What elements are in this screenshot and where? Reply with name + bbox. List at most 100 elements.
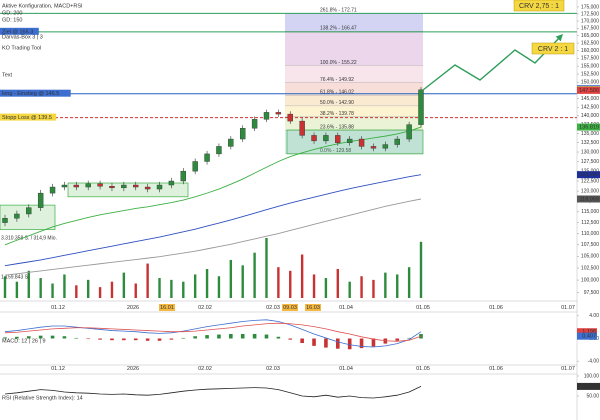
volume-bar [419,241,423,298]
y-tick-label: 50.00 [586,393,599,399]
volume-bar [300,254,304,298]
y-tick-label: 130,000 [581,149,599,155]
x-tick-label: 2026 [127,366,139,372]
y-tick-label: 170,000 [581,18,599,24]
volume-bar [87,279,90,298]
macd-histogram-bar [145,338,150,341]
candle-body [358,138,365,147]
y-tick-label: 110,000 [581,231,599,237]
candle-body [275,112,282,115]
candle-body [335,135,341,143]
x-tick-label: 01.06 [489,305,503,311]
price-tag-label: 124.102 [579,172,599,178]
fib-label: 50.0% - 142.90 [320,100,354,106]
level-label-box [513,0,565,12]
candle-body [121,184,127,189]
level-label: Ziel @ 166.3 [2,29,33,35]
macd-histogram-bar [193,336,197,339]
volume-bar [182,281,185,298]
macd-histogram-bar [181,337,186,339]
candle-body [299,120,305,136]
price-tag [577,86,600,94]
macd-histogram-bar [395,338,400,341]
fib-label: 138.2% - 166.47 [320,26,357,32]
x-tick-label: 09.03 [283,305,297,311]
volume-bar [407,267,411,298]
y-tick-label: 165,000 [581,33,599,39]
volume-bar [63,274,66,298]
y-tick-label: 150,000 [581,79,599,85]
candle-body [346,138,353,143]
volume-bar [205,269,209,298]
price-tag [577,123,600,131]
fib-band [285,65,423,83]
info-text: GD: 200 [2,10,22,16]
axis-area [577,0,600,420]
volume-bar [253,252,256,298]
volume-bar [348,281,351,298]
macd-histogram-bar [264,334,269,339]
macd-histogram-bar [74,337,79,339]
volume-bar [277,267,280,298]
macd-histogram-bar [371,338,376,347]
volume-bar [336,269,339,298]
projection-label-box [531,42,575,55]
candle-body [144,186,151,190]
level-label: Stopp Loss @ 139.5 [2,115,52,121]
fib-label: 76.4% - 149.92 [320,77,354,83]
moving-average [4,198,422,276]
y-tick-label: 97,500 [584,290,600,296]
x-tick-label: 02.03 [266,366,280,372]
volume-bar [265,238,268,298]
macd-histogram-bar [276,336,281,339]
moving-average [4,174,422,267]
x-tick-label: 02.03 [266,305,280,311]
macd-tag-label: 0.407 [582,334,596,340]
x-tick-label: 02.02 [198,366,212,372]
y-tick-label: 142,500 [581,105,599,111]
candle-body [61,184,68,188]
candle-body [240,127,246,140]
volume-bar [39,278,42,298]
macd-histogram-bar [110,338,114,341]
fib-band [285,13,423,32]
macd-tag-label: 1.196 [582,329,596,335]
candle-body [382,144,389,149]
volume-bar [158,278,161,298]
volume-bar [241,265,244,298]
volume-bar [98,287,102,298]
y-tick-label: 4.00 [589,313,599,319]
volume-bar [15,281,19,298]
macd-histogram-bar [98,338,102,340]
macd-histogram-bar [62,336,67,339]
y-tick-label: 172,500 [581,11,599,17]
candle-body [418,89,424,125]
candle-body [97,183,103,187]
volume-bar [146,263,149,298]
macd-histogram-bar [288,338,293,340]
fib-band [285,95,423,106]
candle-body [394,138,400,145]
price-tag [577,171,600,179]
macd-histogram-bar [336,338,340,349]
level-label-box [0,27,39,35]
macd-histogram-bar [122,338,126,341]
volume-bar [312,274,316,298]
candle-body [14,213,20,219]
info-text: Darvas-Box 3 | 3 [2,34,43,40]
macd-title: MACD: 12 | 26 | 9 [2,338,46,344]
level-label-box [0,89,71,97]
fib-band [285,31,423,66]
candle-body [370,146,377,149]
volume-bar [289,270,292,298]
level-label: CRV 2,75 : 1 [519,3,559,10]
candle-body [311,135,317,142]
x-highlight [282,304,298,311]
volume-bar [110,281,114,298]
candle-body [109,186,115,189]
x-tick-label: 01.07 [561,366,575,372]
candle-body [192,161,198,172]
y-tick-label: -4.00 [588,358,600,364]
volume-bar [134,283,137,298]
volume-bar [3,276,7,298]
